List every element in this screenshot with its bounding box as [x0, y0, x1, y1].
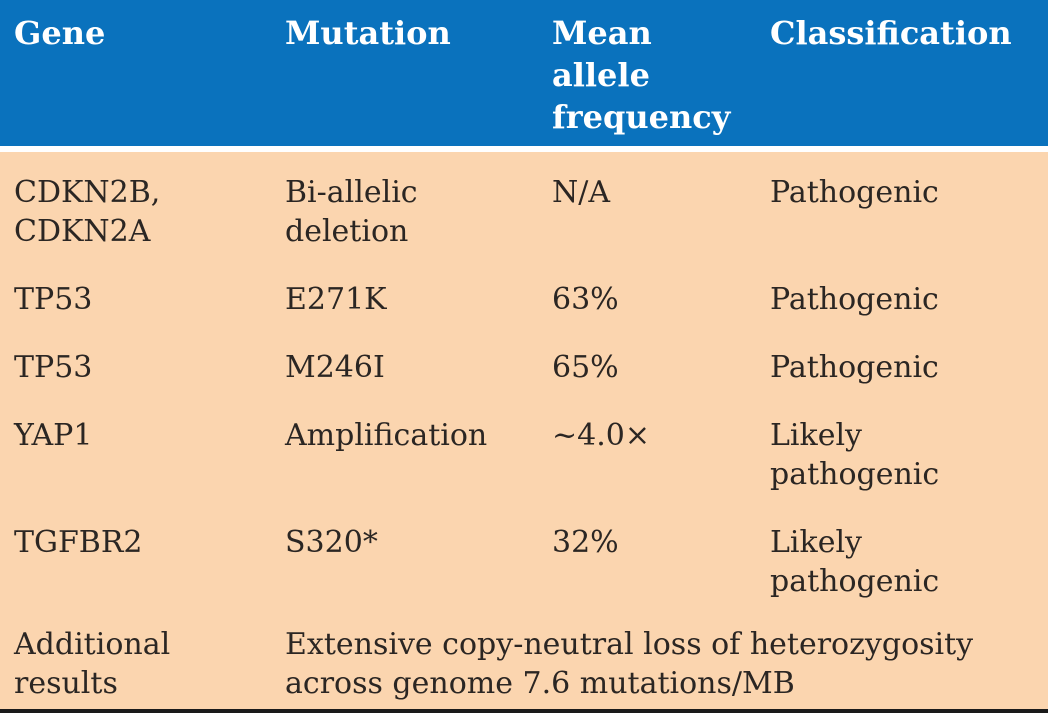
cell-classification: Likely pathogenic [756, 395, 1048, 502]
table-row: YAP1 Amplification ~4.0× Likely pathogen… [0, 395, 1048, 502]
cell-classification: Pathogenic [756, 259, 1048, 327]
cell-gene: TP53 [0, 259, 271, 327]
additional-results-value: Extensive copy-neutral loss of heterozyg… [271, 609, 1048, 711]
column-header-gene: Gene [0, 0, 271, 152]
cell-mean-allele-frequency: 65% [538, 327, 756, 395]
cell-classification: Pathogenic [756, 327, 1048, 395]
cell-mean-allele-frequency: N/A [538, 149, 756, 259]
cell-mutation: M246I [271, 327, 538, 395]
column-header-mutation: Mutation [271, 0, 538, 152]
cell-mutation: E271K [271, 259, 538, 327]
cell-classification: Pathogenic [756, 149, 1048, 259]
additional-results-label: Additional results [0, 609, 271, 711]
cell-mutation: Amplification [271, 395, 538, 502]
column-header-mean-allele-frequency: Mean allele frequency [538, 0, 756, 152]
cell-gene: TGFBR2 [0, 502, 271, 609]
cell-classification: Likely pathogenic [756, 502, 1048, 609]
cell-mean-allele-frequency: ~4.0× [538, 395, 756, 502]
header-row: Gene Mutation Mean allele frequency Clas… [0, 0, 1048, 152]
cell-gene: YAP1 [0, 395, 271, 502]
additional-results-row: Additional results Extensive copy-neutra… [0, 609, 1048, 711]
table-row: CDKN2B, CDKN2A Bi-allelic deletion N/A P… [0, 149, 1048, 259]
cell-gene: CDKN2B, CDKN2A [0, 149, 271, 259]
table-row: TP53 M246I 65% Pathogenic [0, 327, 1048, 395]
cell-mean-allele-frequency: 63% [538, 259, 756, 327]
table-row: TGFBR2 S320* 32% Likely pathogenic [0, 502, 1048, 609]
cell-mutation: Bi-allelic deletion [271, 149, 538, 259]
table-row: TP53 E271K 63% Pathogenic [0, 259, 1048, 327]
cell-gene: TP53 [0, 327, 271, 395]
cell-mean-allele-frequency: 32% [538, 502, 756, 609]
cell-mutation: S320* [271, 502, 538, 609]
column-header-classification: Classification [756, 0, 1048, 152]
